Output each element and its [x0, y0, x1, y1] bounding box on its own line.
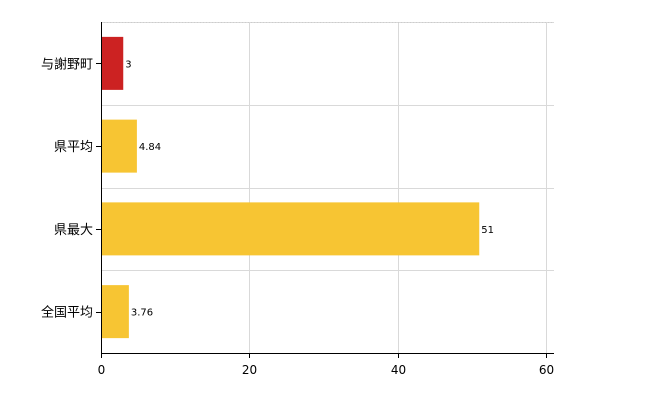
data-label-4: 3.76	[131, 308, 153, 319]
x-tick-label-1: 0	[98, 363, 106, 377]
x-tick-label-4: 60	[539, 363, 554, 377]
data-label-3: 51	[481, 225, 494, 236]
bar-4	[101, 285, 129, 339]
data-label-1: 3	[125, 59, 131, 70]
grid	[101, 22, 554, 353]
bar-2	[101, 119, 137, 173]
bars	[101, 36, 480, 339]
data-label-2: 4.84	[139, 142, 161, 153]
bar-1	[101, 36, 124, 90]
category-label-2: 県平均	[54, 140, 93, 155]
axes	[96, 22, 554, 358]
x-tick-label-3: 40	[391, 363, 406, 377]
category-label-4: 全国平均	[41, 305, 93, 321]
category-label-3: 県最大	[54, 223, 93, 238]
bar-3	[101, 202, 480, 256]
labels: 3 与謝野町 4.84 県平均 51 県最大 3.76 全国平均 0 20 40 60	[41, 57, 554, 377]
category-label-1: 与謝野町	[41, 57, 93, 72]
x-tick-label-2: 20	[242, 363, 257, 377]
